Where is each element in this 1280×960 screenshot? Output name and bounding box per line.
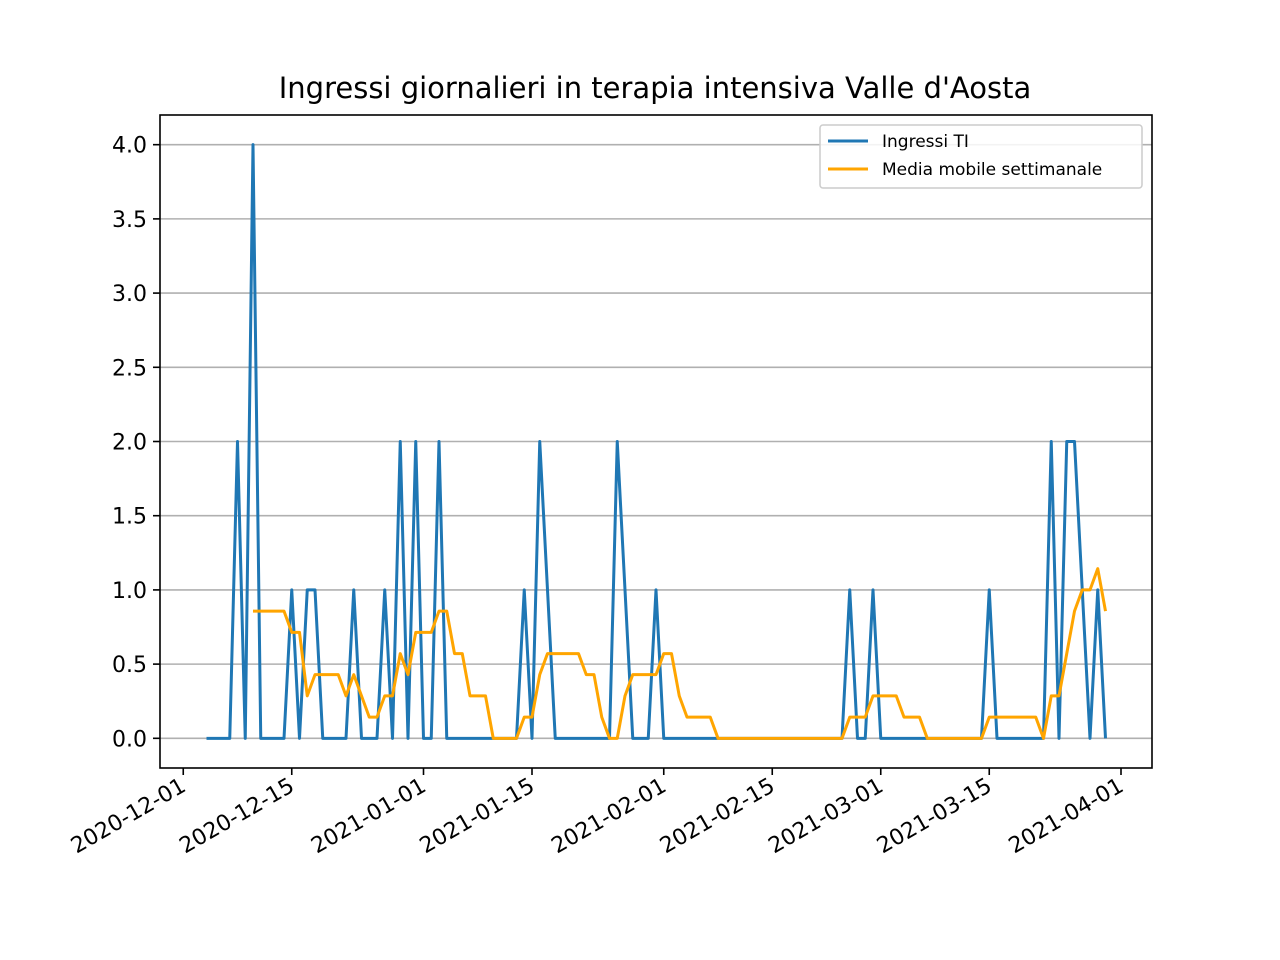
y-tick-label: 2.5 [112,356,147,381]
y-tick-label: 3.5 [112,208,147,233]
y-tick-label: 0.0 [112,727,147,752]
series-lines [206,143,1107,740]
y-axis: 0.0 0.5 1.0 1.5 2.0 2.5 3.0 3.5 4.0 [112,134,160,752]
chart-title: Ingressi giornalieri in terapia intensiv… [279,71,1032,105]
y-tick-label: 4.0 [112,134,147,159]
y-tick-label: 2.0 [112,431,147,456]
y-tick-label: 1.5 [112,505,147,530]
legend-label-media-mobile: Media mobile settimanale [882,160,1102,180]
y-tick-label: 0.5 [112,653,147,678]
series-line-media-mobile-settimanale [253,567,1107,740]
legend-label-ingressi-ti: Ingressi TI [882,132,969,152]
legend-box [819,124,1143,189]
y-tick-label: 1.0 [112,579,147,604]
legend: Ingressi TI Media mobile settimanale [819,124,1143,189]
y-tick-label: 3.0 [112,282,147,307]
